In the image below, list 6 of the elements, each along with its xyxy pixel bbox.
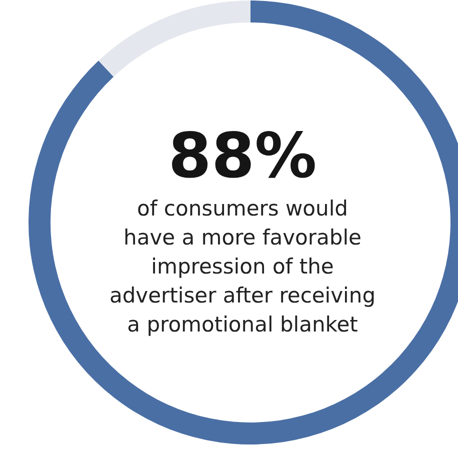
text: of consumers would — [137, 196, 348, 220]
text: have a more favorable — [124, 226, 362, 250]
text: impression of the — [151, 254, 334, 278]
text: advertiser after receiving — [109, 284, 376, 308]
text: a promotional blanket — [127, 312, 358, 336]
text: 88% — [168, 119, 317, 192]
